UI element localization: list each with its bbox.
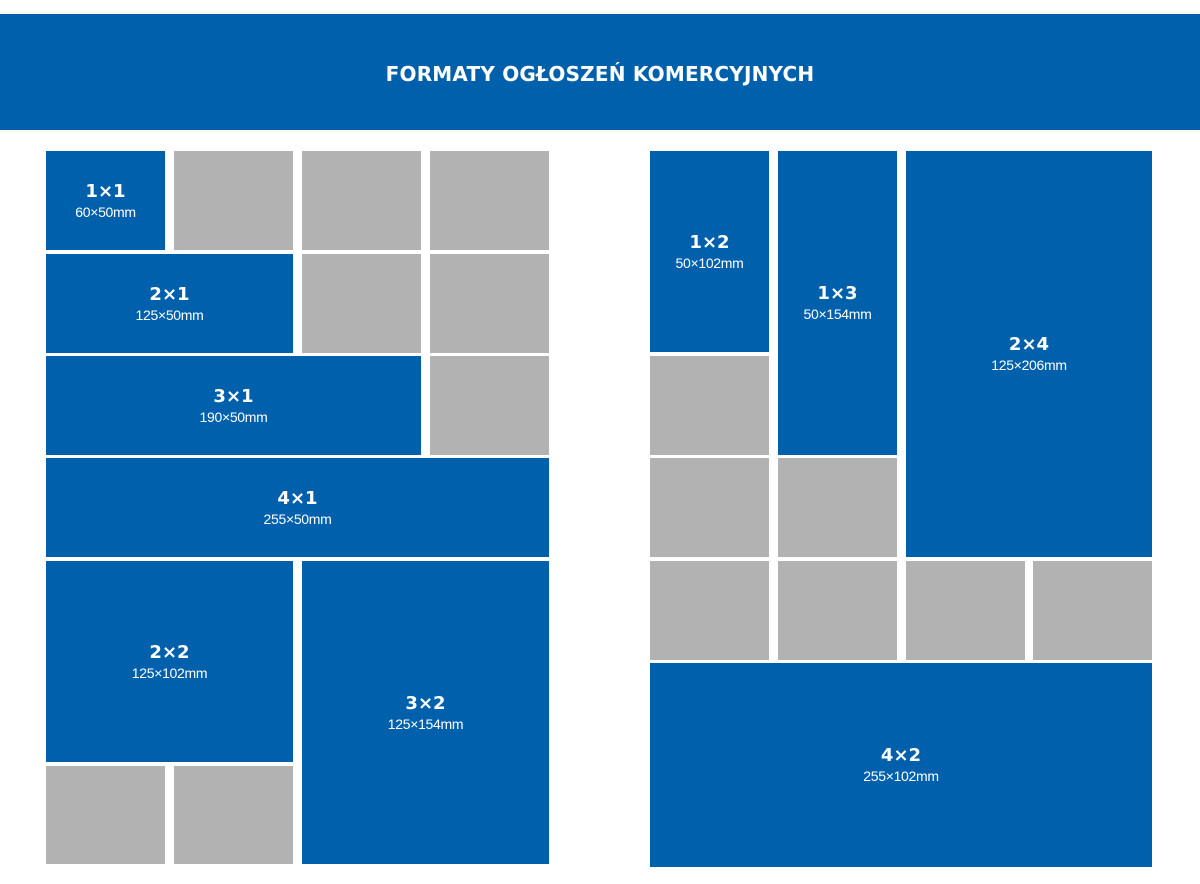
- empty-module: [906, 561, 1025, 660]
- format-size: 125×102mm: [131, 664, 208, 681]
- format-size: 255×50mm: [263, 510, 332, 527]
- page-title: FORMATY OGŁOSZEŃ KOMERCYJNYCH: [385, 62, 815, 86]
- format-label: 4×1: [277, 487, 318, 509]
- format-2x2: 2×2 125×102mm: [46, 561, 293, 762]
- empty-module: [650, 561, 769, 660]
- format-2x1: 2×1 125×50mm: [46, 254, 293, 353]
- header-banner: FORMATY OGŁOSZEŃ KOMERCYJNYCH: [0, 14, 1200, 130]
- format-label: 3×1: [213, 385, 254, 407]
- empty-module: [430, 254, 549, 353]
- empty-module: [174, 151, 293, 250]
- format-label: 2×4: [1008, 334, 1050, 355]
- format-label: 2×1: [149, 283, 190, 305]
- format-size: 60×50mm: [75, 203, 136, 220]
- format-size: 50×154mm: [803, 306, 872, 322]
- format-size: 125×154mm: [387, 715, 464, 732]
- empty-module: [778, 458, 897, 557]
- format-size: 255×102mm: [863, 768, 939, 784]
- format-size: 50×102mm: [675, 254, 744, 271]
- empty-module: [1033, 561, 1152, 660]
- format-label: 1×2: [689, 231, 730, 253]
- format-1x1: 1×1 60×50mm: [46, 151, 165, 250]
- format-label: 1×1: [85, 180, 126, 202]
- empty-module: [46, 766, 165, 864]
- format-3x1: 3×1 190×50mm: [46, 356, 421, 455]
- format-label: 4×2: [880, 745, 922, 766]
- format-size: 125×50mm: [135, 306, 204, 323]
- empty-module: [302, 254, 421, 353]
- format-label: 3×2: [405, 692, 446, 714]
- format-size: 190×50mm: [199, 408, 268, 425]
- empty-module: [650, 356, 769, 455]
- format-1x3: 1×3 50×154mm: [778, 151, 897, 455]
- format-label: 2×2: [149, 641, 190, 663]
- format-size: 125×206mm: [991, 357, 1067, 373]
- format-label: 1×3: [817, 283, 858, 304]
- format-1x2: 1×2 50×102mm: [650, 151, 769, 352]
- format-4x1: 4×1 255×50mm: [46, 458, 549, 557]
- empty-module: [650, 458, 769, 557]
- empty-module: [174, 766, 293, 864]
- format-4x2: 4×2 255×102mm: [650, 663, 1152, 867]
- format-2x4: 2×4 125×206mm: [906, 151, 1152, 557]
- empty-module: [302, 151, 421, 250]
- empty-module: [778, 561, 897, 660]
- format-3x2: 3×2 125×154mm: [302, 561, 549, 864]
- empty-module: [430, 356, 549, 455]
- empty-module: [430, 151, 549, 250]
